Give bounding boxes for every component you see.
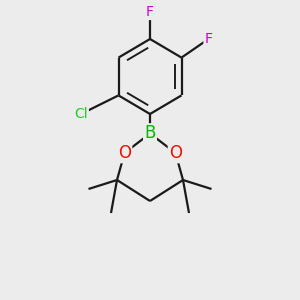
Text: F: F — [146, 5, 154, 19]
Text: O: O — [118, 144, 131, 162]
Text: B: B — [144, 124, 156, 142]
Text: Cl: Cl — [74, 107, 88, 121]
Text: O: O — [169, 144, 182, 162]
Text: F: F — [205, 32, 212, 46]
